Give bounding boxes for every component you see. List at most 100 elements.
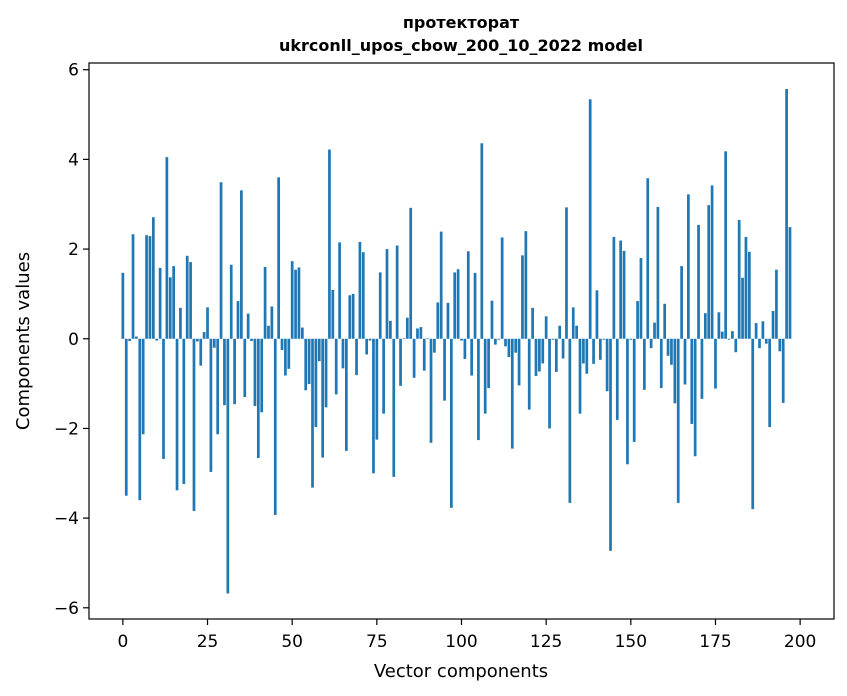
bar-119 [524, 231, 528, 339]
bar-12 [162, 338, 165, 459]
y-axis-label: Components values [13, 252, 34, 430]
bar-43 [267, 325, 270, 339]
bar-124 [541, 338, 545, 364]
bar-76 [378, 272, 382, 339]
chart-subtitle: ukrconll_upos_cbow_200_10_2022 model [279, 36, 643, 55]
bar-22 [196, 338, 199, 342]
bar-59 [321, 338, 325, 458]
bar-42 [263, 267, 267, 339]
bar-74 [372, 338, 375, 474]
x-tick-label: 125 [530, 632, 562, 652]
bar-98 [453, 272, 457, 339]
bar-187 [754, 323, 758, 339]
y-tick-label: −2 [54, 419, 79, 439]
bar-141 [598, 338, 602, 360]
y-tick-label: 0 [68, 330, 79, 350]
bar-46 [277, 177, 280, 339]
bar-93 [436, 302, 440, 339]
bar-63 [334, 338, 338, 395]
bar-25 [206, 307, 209, 339]
bar-162 [670, 338, 673, 365]
bar-143 [605, 338, 609, 392]
bar-51 [294, 269, 297, 339]
bar-8 [148, 236, 152, 339]
bar-61 [328, 149, 331, 339]
y-tick-label: −4 [54, 509, 79, 529]
bar-105 [477, 338, 480, 441]
bar-168 [690, 338, 694, 424]
bar-6 [141, 338, 145, 435]
bar-21 [192, 338, 196, 511]
bar-91 [429, 338, 433, 443]
bar-159 [659, 338, 663, 389]
bar-23 [199, 338, 203, 366]
bar-20 [189, 262, 192, 339]
bar-81 [395, 245, 399, 339]
bar-110 [494, 338, 497, 345]
bar-122 [534, 338, 538, 376]
bar-99 [456, 269, 460, 339]
bar-34 [236, 301, 240, 339]
bar-113 [504, 338, 507, 347]
bar-128 [554, 338, 558, 372]
bar-95 [443, 338, 446, 401]
bar-144 [609, 338, 612, 551]
bar-151 [632, 338, 636, 442]
bar-142 [602, 338, 606, 340]
bar-56 [311, 338, 314, 488]
bar-148 [622, 250, 626, 339]
bar-97 [449, 338, 453, 508]
bar-169 [693, 338, 697, 457]
bar-72 [365, 338, 369, 355]
bar-150 [629, 338, 633, 340]
bar-165 [680, 266, 683, 339]
bar-17 [179, 307, 182, 339]
bar-68 [351, 293, 355, 339]
bar-108 [487, 338, 490, 389]
bar-178 [724, 151, 727, 339]
bar-185 [747, 251, 751, 339]
bar-77 [382, 338, 385, 414]
bar-195 [781, 338, 785, 403]
bar-14 [168, 277, 172, 339]
bar-13 [165, 157, 169, 339]
y-axis-ticks: −6 −4 −2 0 2 4 6 [54, 61, 89, 619]
bar-24 [202, 332, 206, 339]
bar-35 [240, 190, 243, 339]
bar-94 [439, 231, 443, 339]
bar-184 [744, 236, 748, 339]
bar-158 [656, 206, 660, 339]
bar-27 [212, 338, 216, 348]
x-tick-label: 200 [784, 632, 816, 652]
bar-44 [270, 306, 274, 339]
bar-137 [585, 338, 589, 374]
bar-156 [649, 338, 653, 349]
bar-183 [741, 277, 744, 339]
bar-87 [416, 328, 419, 339]
bar-2 [128, 338, 131, 341]
chart-title: протекторат [403, 13, 520, 32]
bar-45 [273, 338, 277, 515]
bar-146 [615, 338, 619, 420]
bar-18 [182, 338, 186, 485]
bar-133 [571, 307, 575, 339]
bar-5 [138, 338, 142, 501]
bar-135 [578, 338, 582, 414]
bar-30 [223, 338, 226, 406]
bar-112 [500, 237, 504, 339]
bar-170 [697, 224, 700, 339]
bar-139 [592, 338, 595, 364]
bar-40 [256, 338, 260, 459]
bar-83 [402, 338, 406, 339]
bar-118 [521, 255, 524, 339]
bar-80 [392, 338, 396, 477]
bar-9 [151, 217, 155, 339]
x-tick-label: 75 [366, 632, 388, 652]
bar-147 [619, 240, 623, 339]
bar-78 [385, 249, 389, 339]
bar-176 [717, 312, 721, 339]
bar-55 [307, 338, 311, 385]
bar-58 [317, 338, 321, 362]
bar-4 [135, 336, 138, 339]
